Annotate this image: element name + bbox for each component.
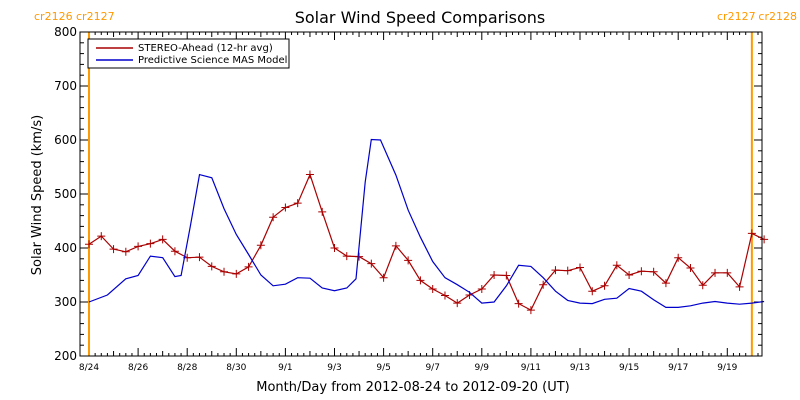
data-point-marker [686, 263, 695, 272]
y-tick-label: 400 [54, 241, 77, 255]
x-tick-label: 9/17 [668, 363, 688, 373]
x-tick-label: 9/19 [717, 363, 737, 373]
data-point-marker [514, 299, 523, 308]
carrington-label-right-a: cr2127 [717, 10, 756, 23]
x-tick-label: 8/26 [128, 363, 148, 373]
y-tick-label: 700 [54, 79, 77, 93]
data-point-marker [649, 267, 658, 276]
y-axis-ticks: 200 300 400 500 600 700 800 [54, 25, 762, 363]
data-point-marker [170, 247, 179, 256]
data-point-marker [563, 266, 572, 275]
data-point-marker [85, 240, 93, 249]
x-tick-label: 8/30 [226, 363, 246, 373]
data-point-marker [269, 213, 278, 222]
chart-title: Solar Wind Speed Comparisons [295, 8, 546, 27]
y-tick-label: 200 [54, 349, 77, 363]
carrington-label-right-b: cr2128 [758, 10, 797, 23]
x-tick-label: 9/13 [570, 363, 590, 373]
data-point-marker [256, 241, 265, 250]
data-point-marker [232, 269, 241, 278]
data-point-marker [477, 285, 486, 294]
data-point-marker [625, 271, 634, 279]
data-point-marker [244, 262, 253, 271]
data-point-marker [195, 253, 204, 262]
data-point-marker [158, 235, 167, 244]
y-tick-label: 800 [54, 25, 77, 39]
data-point-marker [318, 207, 327, 216]
plot-frame [79, 31, 763, 357]
data-point-marker [637, 267, 646, 276]
data-point-marker [97, 232, 106, 241]
x-tick-label: 8/24 [79, 363, 99, 373]
data-point-marker [379, 273, 388, 282]
data-point-marker [760, 235, 769, 244]
y-tick-label: 600 [54, 133, 77, 147]
data-point-marker [342, 252, 351, 261]
data-point-marker [502, 271, 511, 280]
carrington-labels-right: cr2127 cr2128 [717, 10, 797, 23]
data-point-marker [109, 245, 118, 254]
data-point-marker [674, 253, 683, 262]
data-point-marker [539, 280, 548, 289]
legend-label-mas-model: Predictive Science MAS Model [138, 55, 287, 66]
data-point-marker [723, 268, 732, 277]
data-point-marker [551, 266, 560, 275]
carrington-label-left-b: cr2127 [76, 10, 115, 23]
data-point-marker [404, 256, 413, 265]
carrington-label-left-a: cr2126 [34, 10, 73, 23]
data-point-marker [367, 259, 376, 268]
data-point-marker [146, 239, 155, 248]
data-point-marker [661, 279, 670, 288]
data-point-marker [293, 199, 302, 208]
y-tick-label: 500 [54, 187, 77, 201]
legend-box [87, 38, 290, 69]
data-point-marker [490, 271, 499, 279]
legend-label-stereo-ahead: STEREO-Ahead (12-hr avg) [138, 43, 273, 54]
data-point-marker [711, 268, 720, 277]
carrington-labels-left: cr2126 cr2127 [34, 10, 115, 23]
data-point-marker [134, 242, 143, 251]
x-tick-label: 9/7 [425, 363, 439, 373]
y-axis-label: Solar Wind Speed (km/s) [30, 115, 45, 275]
data-point-marker [391, 241, 400, 250]
data-point-marker [207, 262, 216, 271]
data-point-marker [121, 247, 130, 256]
x-tick-label: 9/11 [521, 363, 541, 373]
data-point-marker [305, 170, 314, 179]
stereo-ahead-line [88, 172, 765, 311]
carrington-lines [88, 32, 753, 356]
mas-model-line [88, 138, 765, 308]
data-point-marker [330, 244, 339, 252]
x-tick-label: 8/28 [177, 363, 197, 373]
data-point-marker [453, 299, 462, 308]
x-axis-ticks: 8/24 8/26 8/28 8/30 9/1 9/3 9/5 9/7 9/9 9/11 9/13 9… [79, 32, 759, 373]
data-point-marker [440, 291, 449, 300]
y-tick-label: 300 [54, 295, 77, 309]
x-axis-label: Month/Day from 2012-08-24 to 2012-09-20 … [256, 380, 569, 395]
data-point-marker [355, 252, 364, 261]
data-point-marker [281, 203, 290, 212]
data-point-marker [600, 281, 609, 290]
data-point-marker [747, 229, 756, 238]
data-point-marker [428, 285, 437, 294]
data-point-marker [698, 281, 707, 290]
data-point-marker [416, 276, 425, 285]
data-point-marker [588, 287, 597, 296]
x-tick-label: 9/1 [278, 363, 292, 373]
data-point-marker [220, 267, 229, 276]
legend: STEREO-Ahead (12-hr avg) Predictive Scie… [87, 38, 290, 69]
x-tick-label: 9/3 [327, 363, 341, 373]
data-point-marker [612, 261, 621, 270]
data-point-marker [735, 282, 744, 291]
x-tick-label: 9/15 [619, 363, 639, 373]
x-tick-label: 9/9 [475, 363, 490, 373]
stereo-ahead-markers [85, 170, 769, 315]
x-tick-label: 9/5 [376, 363, 390, 373]
data-point-marker [576, 263, 584, 272]
data-point-marker [526, 306, 535, 315]
